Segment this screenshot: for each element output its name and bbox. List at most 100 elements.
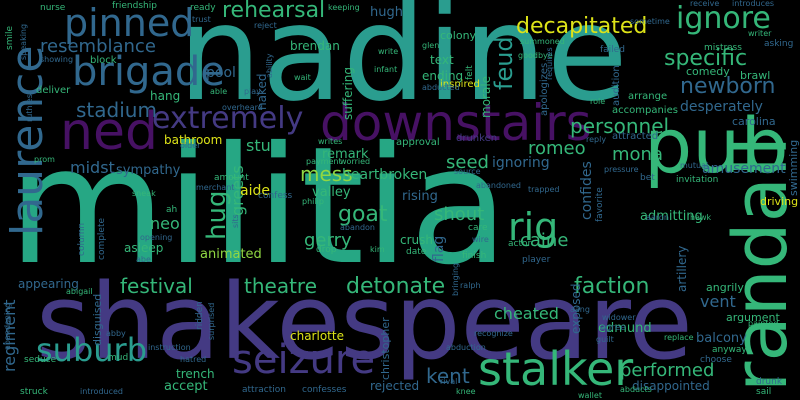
word-reject: reject — [254, 21, 277, 30]
word-felt: felt — [465, 65, 475, 80]
word-newborn: newborn — [680, 74, 776, 99]
word-block: block — [90, 55, 117, 66]
word-brigade: brigade — [72, 49, 225, 95]
word-carolina: carolina — [732, 115, 776, 128]
word-seed: seed — [446, 152, 489, 173]
word-neo: neo — [150, 214, 180, 233]
word-friendship: friendship — [112, 1, 157, 11]
word-goodbye: goodbye — [518, 51, 553, 60]
word-sail: sail — [756, 387, 772, 397]
word-wait: wait — [294, 73, 311, 82]
word-christopher: christopher — [379, 317, 392, 380]
word-downstairs: downstairs — [320, 94, 592, 152]
word-abducts: abducts — [620, 385, 652, 394]
word-replace: replace — [664, 333, 694, 342]
word-date: date — [406, 247, 427, 257]
word-writes: writes — [318, 137, 343, 146]
word-drop: drop — [316, 245, 337, 255]
word-mistress: mistress — [704, 43, 742, 53]
word-abandoning: abandoning — [3, 302, 12, 350]
word-keeping: keeping — [328, 3, 360, 12]
word-pressure: pressure — [604, 165, 639, 174]
word-drunken: drunken — [456, 133, 498, 144]
word-hugh: hugh — [370, 5, 403, 20]
word-abe: abe — [136, 255, 151, 264]
word-abandon: abandon — [340, 223, 375, 232]
word-guilt: guilt — [596, 335, 614, 344]
word-widower: widower — [602, 313, 636, 322]
word-summoned: summoned — [520, 37, 565, 46]
word-drunk: drunk — [756, 377, 783, 387]
word-accept: accept — [164, 379, 208, 394]
word-deliver: deliver — [36, 85, 71, 96]
word-worried: worried — [340, 157, 371, 166]
word-hawk: hawk — [690, 213, 712, 222]
word-knee: knee — [456, 387, 476, 396]
word-valley: valley — [312, 185, 351, 200]
word-ignoring: ignoring — [492, 155, 550, 171]
word-sympathy: sympathy — [116, 163, 181, 178]
word-showing: showing — [40, 55, 74, 64]
word-seizure: seizure — [232, 337, 376, 383]
word-ruthless: ruthless — [25, 89, 34, 122]
word-decapitated: decapitated — [516, 14, 648, 39]
word-mutual: mutual — [680, 161, 709, 170]
word-admitting: admitting — [640, 209, 703, 224]
word-resemblance: resemblance — [40, 36, 156, 57]
word-trapped: trapped — [528, 185, 560, 194]
word-older: older — [180, 141, 201, 150]
word-crush: crush — [400, 233, 433, 247]
word-ned: ned — [60, 102, 158, 162]
word-column: column — [77, 222, 87, 256]
word-swimming: swimming — [787, 139, 800, 196]
word-shakespeare: shakespeare — [36, 261, 693, 383]
word-pinned: pinned — [64, 1, 195, 45]
word-infant: infant — [374, 65, 398, 74]
word-disappointed: disappointed — [632, 379, 710, 393]
word-pool: pool — [206, 65, 236, 81]
word-edmund: edmund — [598, 321, 652, 336]
word-ending: ending — [422, 69, 464, 83]
word-writer: writer — [748, 29, 772, 38]
word-invitation: invitation — [676, 175, 719, 185]
word-disguised: disguised — [91, 293, 104, 346]
word-sometime: sometime — [630, 17, 670, 26]
word-reply: reply — [586, 135, 607, 144]
word-hang: hang — [150, 89, 181, 103]
word-detonate: detonate — [346, 274, 446, 299]
word-failed: failed — [600, 45, 625, 55]
word-kent: kent — [426, 364, 470, 388]
word-romeo: romeo — [528, 138, 586, 159]
word-introduces: introduces — [732, 0, 775, 8]
word-actor: actor — [508, 239, 532, 249]
word-rejected: rejected — [370, 379, 420, 393]
word-role: role — [590, 97, 606, 106]
word-bathroom: bathroom — [164, 133, 223, 147]
word-rig: rig — [508, 205, 559, 249]
word-glen: glen — [422, 41, 440, 50]
word-surprised: surprised — [207, 302, 216, 340]
word-ah: ah — [166, 205, 178, 215]
word-pub: pub — [644, 101, 789, 190]
word-requires: requires — [545, 47, 554, 80]
word-care: care — [468, 223, 488, 233]
word-suffering: suffering — [341, 67, 355, 120]
word-suburb: suburb — [36, 331, 148, 369]
word-hug: hug — [202, 190, 232, 240]
word-stadium: stadium — [76, 98, 157, 122]
word-comedy: comedy — [686, 65, 730, 78]
word-balcony: balcony — [696, 331, 747, 346]
word-speaking: speaking — [19, 23, 28, 60]
word-abigail: abigail — [66, 287, 93, 296]
word-charlotte: charlotte — [290, 329, 344, 343]
word-nadine: nadine — [178, 0, 628, 131]
word-theatre: theatre — [244, 274, 318, 298]
word-midst: midst — [70, 158, 115, 177]
word-anyway: anyway — [712, 345, 747, 355]
word-caine: caine — [520, 230, 569, 251]
word-ready: ready — [190, 3, 216, 13]
word-specific: specific — [664, 46, 748, 71]
word-mud: mud — [108, 353, 129, 363]
word-performed: performed — [620, 360, 715, 381]
